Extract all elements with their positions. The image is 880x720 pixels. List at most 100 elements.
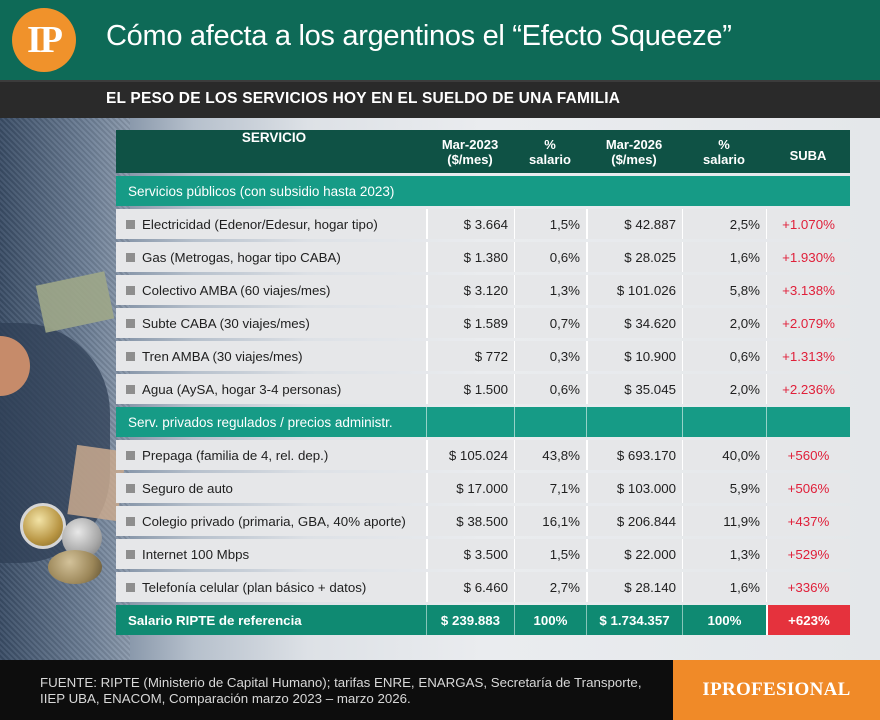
increase: +506%	[766, 473, 850, 503]
table-row: Internet 100 Mbps $ 3.500 1,5% $ 22.000 1,3%…	[116, 539, 850, 569]
pct-salary-2026: 2,0%	[682, 374, 766, 404]
column-header-line: %	[718, 136, 730, 152]
service-name: Subte CABA (30 viajes/mes)	[116, 308, 426, 338]
table-row: Electricidad (Edenor/Edesur, hogar tipo)…	[116, 209, 850, 239]
service-label: Gas (Metrogas, hogar tipo CABA)	[142, 249, 341, 265]
column-header-line: ($/mes)	[447, 151, 493, 167]
service-label: Seguro de auto	[142, 480, 233, 496]
increase: +336%	[766, 572, 850, 602]
column-header: SERVICIO	[116, 130, 426, 173]
service-name: Prepaga (familia de 4, rel. dep.)	[116, 440, 426, 470]
pct-salary-2026: 0,6%	[682, 341, 766, 371]
price-mar-2026: $ 42.887	[586, 209, 682, 239]
column-header: % salario	[514, 130, 586, 173]
increase: +1.070%	[766, 209, 850, 239]
price-mar-2026: $ 28.025	[586, 242, 682, 272]
price-mar-2023: $ 3.120	[426, 275, 514, 305]
price-mar-2026: $ 206.844	[586, 506, 682, 536]
service-name: Gas (Metrogas, hogar tipo CABA)	[116, 242, 426, 272]
pct-salary-2023: 0,6%	[514, 242, 586, 272]
section-filler	[682, 407, 766, 437]
bullet-square-icon	[126, 285, 135, 295]
coin-image	[48, 550, 102, 584]
pct-salary-2023: 43,8%	[514, 440, 586, 470]
price-mar-2023: $ 3.500	[426, 539, 514, 569]
header-bar: IP Cómo afecta a los argentinos el “Efec…	[0, 0, 880, 80]
pct-salary-2026: 5,9%	[682, 473, 766, 503]
bullet-square-icon	[126, 384, 135, 394]
price-mar-2026: $ 693.170	[586, 440, 682, 470]
column-header-line: %	[544, 136, 556, 152]
price-mar-2023: $ 1.589	[426, 308, 514, 338]
bullet-square-icon	[126, 450, 135, 460]
service-name: Colectivo AMBA (60 viajes/mes)	[116, 275, 426, 305]
table-row: Agua (AySA, hogar 3-4 personas) $ 1.500 0,…	[116, 374, 850, 404]
service-label: Internet 100 Mbps	[142, 546, 250, 562]
price-mar-2023: $ 6.460	[426, 572, 514, 602]
column-header: Mar-2026 ($/mes)	[586, 130, 682, 173]
service-label: Tren AMBA (30 viajes/mes)	[142, 348, 303, 364]
total-pct-salary-2026: 100%	[682, 605, 766, 635]
section-header-row: Servicios públicos (con subsidio hasta 2…	[116, 176, 850, 206]
section-filler	[426, 407, 514, 437]
bullet-square-icon	[126, 219, 135, 229]
price-mar-2023: $ 17.000	[426, 473, 514, 503]
section-filler	[426, 176, 850, 206]
section-header-row: Serv. privados regulados / precios admin…	[116, 407, 850, 437]
increase: +3.138%	[766, 275, 850, 305]
total-row: Salario RIPTE de referencia $ 239.883 100%…	[116, 605, 850, 635]
table-row: Colegio privado (primaria, GBA, 40% apor…	[116, 506, 850, 536]
table-row: Subte CABA (30 viajes/mes) $ 1.589 0,7% $ 3…	[116, 308, 850, 338]
service-label: Telefonía celular (plan básico + datos)	[142, 579, 367, 595]
table-row: Telefonía celular (plan básico + datos) $…	[116, 572, 850, 602]
total-service-name: Salario RIPTE de referencia	[128, 612, 302, 628]
column-header-line: salario	[529, 151, 571, 167]
banknote-image	[35, 271, 115, 333]
service-label: Electricidad (Edenor/Edesur, hogar tipo)	[142, 216, 378, 232]
pct-salary-2026: 1,3%	[682, 539, 766, 569]
service-label: Colectivo AMBA (60 viajes/mes)	[142, 282, 331, 298]
column-header-line: SUBA	[789, 147, 827, 163]
total-increase: +623%	[766, 605, 850, 635]
pct-salary-2023: 0,6%	[514, 374, 586, 404]
price-mar-2026: $ 35.045	[586, 374, 682, 404]
total-price-mar-2026: $ 1.734.357	[586, 605, 682, 635]
price-mar-2023: $ 38.500	[426, 506, 514, 536]
column-header-line: salario	[703, 151, 745, 167]
price-mar-2026: $ 34.620	[586, 308, 682, 338]
pct-salary-2026: 1,6%	[682, 242, 766, 272]
page-title: Cómo afecta a los argentinos el “Efecto …	[106, 20, 732, 52]
service-name: Seguro de auto	[116, 473, 426, 503]
table-row: Seguro de auto $ 17.000 7,1% $ 103.000 5,9% +…	[116, 473, 850, 503]
increase: +2.236%	[766, 374, 850, 404]
page-subtitle: EL PESO DE LOS SERVICIOS HOY EN EL SUELD…	[106, 90, 621, 107]
coin-image	[20, 503, 66, 549]
source-line-2: IIEP UBA, ENACOM, Comparación marzo 2023…	[40, 691, 411, 706]
service-name: Telefonía celular (plan básico + datos)	[116, 572, 426, 602]
bullet-square-icon	[126, 252, 135, 262]
increase: +437%	[766, 506, 850, 536]
pct-salary-2023: 7,1%	[514, 473, 586, 503]
service-label: Prepaga (familia de 4, rel. dep.)	[142, 447, 329, 463]
pct-salary-2023: 1,5%	[514, 209, 586, 239]
table-row: Tren AMBA (30 viajes/mes) $ 772 0,3% $ 10.9…	[116, 341, 850, 371]
source-note: FUENTE: RIPTE (Ministerio de Capital Hum…	[40, 675, 670, 707]
column-header: % salario	[682, 130, 766, 173]
column-header: SUBA	[766, 130, 850, 173]
increase: +1.930%	[766, 242, 850, 272]
pct-salary-2023: 16,1%	[514, 506, 586, 536]
bullet-square-icon	[126, 351, 135, 361]
section-filler	[766, 407, 850, 437]
service-name: Tren AMBA (30 viajes/mes)	[116, 341, 426, 371]
ip-logo: IP	[12, 8, 76, 72]
price-mar-2026: $ 101.026	[586, 275, 682, 305]
subtitle-bar: EL PESO DE LOS SERVICIOS HOY EN EL SUELD…	[0, 80, 880, 118]
table-row: Gas (Metrogas, hogar tipo CABA) $ 1.380 0,…	[116, 242, 850, 272]
table-row: Colectivo AMBA (60 viajes/mes) $ 3.120 1,3…	[116, 275, 850, 305]
table-header-row: SERVICIO Mar-2023 ($/mes)% salario Mar-2026(…	[116, 130, 850, 173]
service-name: Internet 100 Mbps	[116, 539, 426, 569]
pct-salary-2026: 2,0%	[682, 308, 766, 338]
iprofesional-brand: IPROFESIONAL	[673, 660, 880, 720]
pct-salary-2023: 0,3%	[514, 341, 586, 371]
price-mar-2023: $ 3.664	[426, 209, 514, 239]
